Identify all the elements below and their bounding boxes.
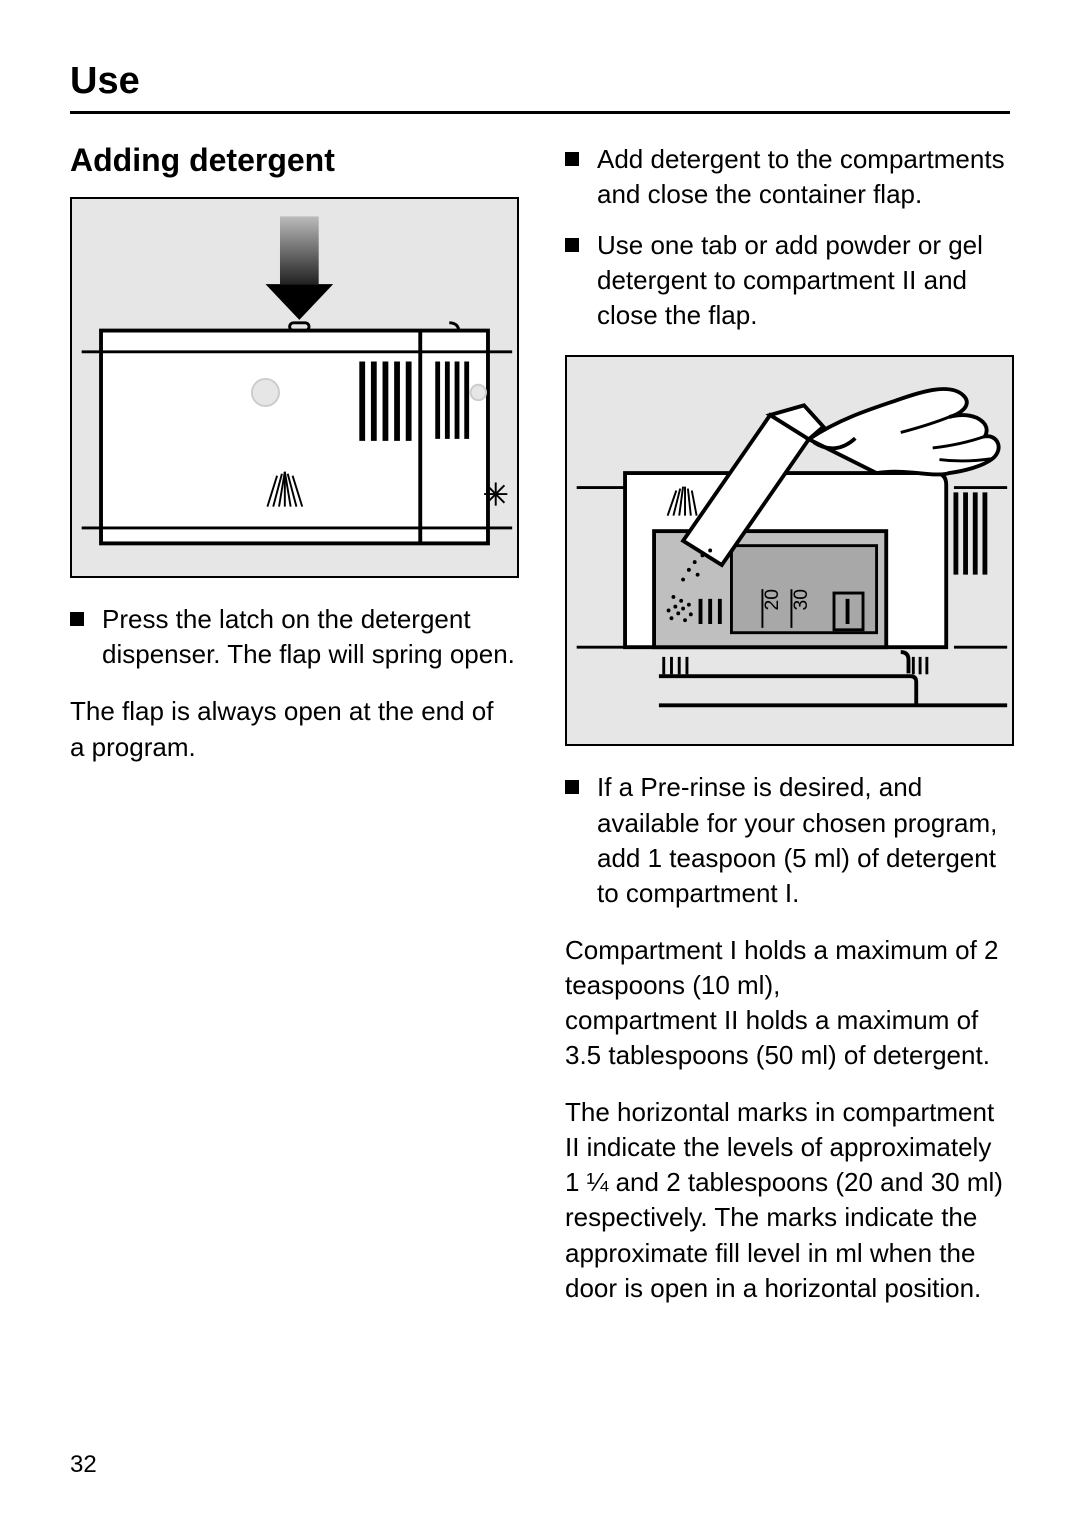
section-heading-adding-detergent: Adding detergent <box>70 142 515 179</box>
bullet-add-detergent: Add detergent to the compartments and cl… <box>565 142 1010 212</box>
para-horizontal-marks: The horizontal marks in compartment II i… <box>565 1095 1010 1306</box>
left-bullet-list: Press the latch on the detergent dispens… <box>70 602 515 672</box>
bullet-prerinse: If a Pre-rinse is desired, and available… <box>565 770 1010 910</box>
mark-30: 30 <box>790 589 812 611</box>
figure-dispenser-closed <box>70 197 519 578</box>
para-compartment-capacities: Compartment I holds a maximum of 2 teasp… <box>565 933 1010 1073</box>
mark-20: 20 <box>761 589 783 610</box>
para-flap-open-end: The flap is always open at the end of a … <box>70 694 515 764</box>
page: Use Adding detergent <box>0 0 1080 1529</box>
bullet-press-latch: Press the latch on the detergent dispens… <box>70 602 515 672</box>
dispenser-closed-svg <box>72 199 517 576</box>
figure-dispenser-open-pouring: 20 30 <box>565 355 1014 746</box>
page-title: Use <box>70 60 1010 114</box>
right-bullet-list-bottom: If a Pre-rinse is desired, and available… <box>565 770 1010 910</box>
content-columns: Adding detergent <box>70 142 1010 1328</box>
dispenser-open-svg: 20 30 <box>567 357 1012 744</box>
bullet-use-tab-or-powder: Use one tab or add powder or gel deterge… <box>565 228 1010 333</box>
left-column: Adding detergent <box>70 142 515 1328</box>
right-bullet-list-top: Add detergent to the compartments and cl… <box>565 142 1010 333</box>
page-number: 32 <box>70 1451 97 1479</box>
right-column: Add detergent to the compartments and cl… <box>565 142 1010 1328</box>
